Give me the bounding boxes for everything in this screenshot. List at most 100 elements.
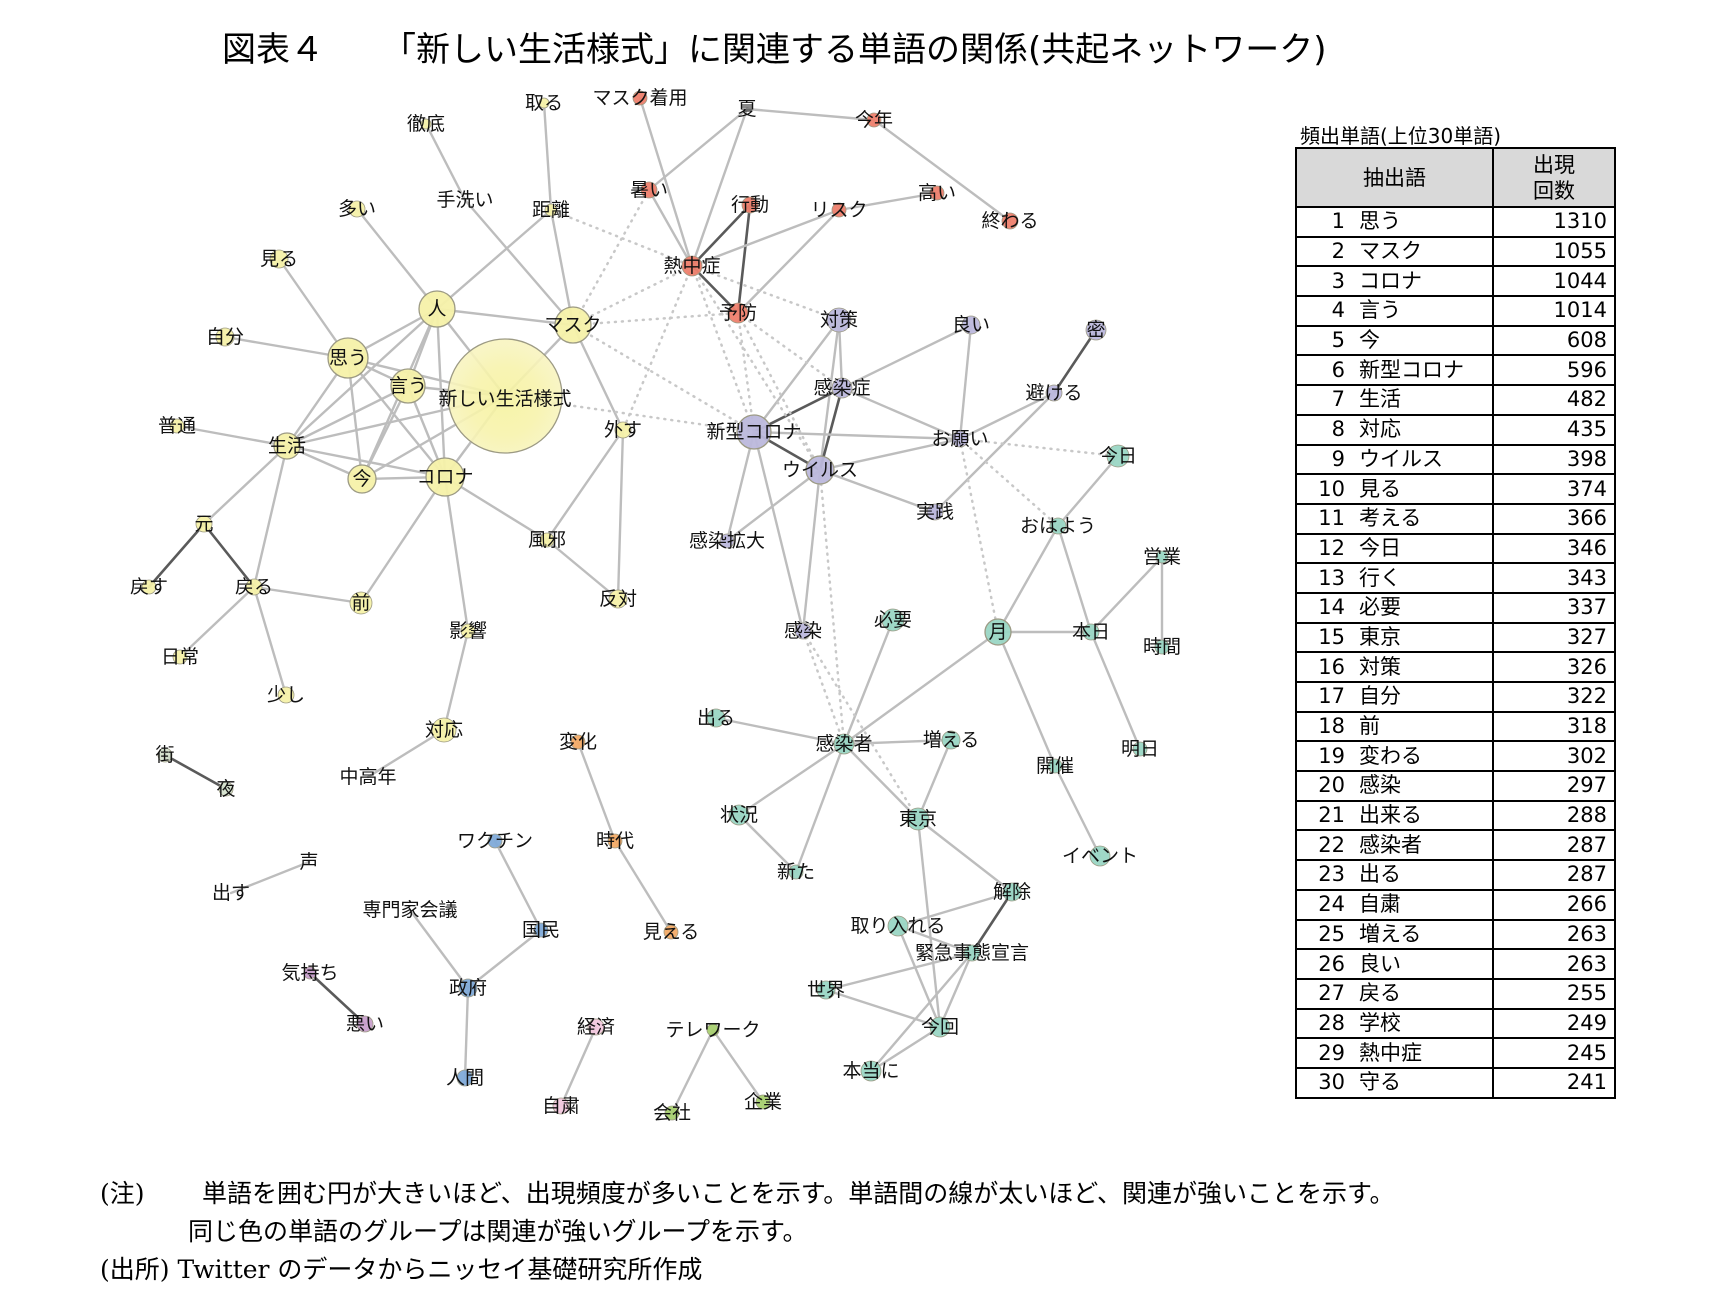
- node-label: イベント: [1062, 845, 1138, 867]
- word-text: 言う: [1359, 298, 1401, 323]
- edge-dark: [690, 203, 752, 268]
- column-header-count-line2: 回数: [1533, 178, 1575, 203]
- edge-solid: [252, 585, 288, 697]
- node-circle: [706, 1023, 720, 1037]
- word-cell: 4 言う: [1295, 296, 1494, 327]
- edge-solid: [714, 716, 846, 746]
- node-label: 取り入れる: [850, 915, 945, 937]
- edge-solid: [736, 208, 841, 315]
- node-label: 新型コロナ: [706, 421, 801, 443]
- rank-number: 5: [1331, 328, 1345, 353]
- table-row: 30 守る 241: [1295, 1067, 1616, 1099]
- rank-number: 27: [1318, 981, 1345, 1006]
- edge-dark: [147, 522, 206, 589]
- count-cell: 318: [1492, 711, 1616, 743]
- node-circle: [1132, 741, 1148, 757]
- rank-number: 26: [1318, 951, 1345, 976]
- edge-solid: [933, 391, 1056, 514]
- rank-number: 1: [1331, 209, 1345, 234]
- word-cell: 20 感染: [1295, 771, 1494, 802]
- edge-solid: [938, 951, 974, 1029]
- network-node: 対応: [425, 717, 463, 743]
- count-cell: 266: [1492, 889, 1616, 921]
- node-label: 少し: [267, 684, 305, 706]
- edge-solid: [670, 1028, 715, 1115]
- edge-solid: [896, 890, 1014, 928]
- word-cell: 10 見る: [1295, 474, 1494, 505]
- network-node: 言う: [389, 368, 427, 404]
- edge-solid: [869, 1025, 942, 1073]
- network-node: 暑い: [630, 179, 668, 201]
- network-node: 解除: [993, 881, 1031, 903]
- table-row: 7 生活 482: [1295, 385, 1616, 416]
- node-circle: [984, 618, 1012, 646]
- source-line: (出所) Twitter のデータからニッセイ基礎研究所作成: [100, 1251, 1395, 1289]
- node-circle: [833, 733, 855, 755]
- node-label: 対応: [425, 719, 463, 741]
- word-text: 学校: [1359, 1010, 1401, 1035]
- edge-solid: [252, 585, 363, 605]
- node-label: 必要: [874, 609, 912, 631]
- node-label: 見える: [643, 921, 699, 943]
- node-circle: [215, 327, 235, 347]
- network-node: 避ける: [1025, 382, 1082, 404]
- edge-solid: [355, 207, 439, 311]
- table-row: 21 出来る 288: [1295, 800, 1616, 832]
- edge-solid: [842, 738, 953, 746]
- edge-solid: [1053, 764, 1102, 858]
- network-node: 本日: [1072, 621, 1110, 643]
- word-text: 守る: [1359, 1070, 1401, 1095]
- count-cell: 287: [1492, 860, 1616, 891]
- edge-dotted: [958, 437, 1060, 528]
- edge-solid: [202, 444, 289, 526]
- edge-solid: [576, 740, 617, 843]
- network-node: リスク: [810, 199, 867, 221]
- edge-dark: [163, 753, 228, 791]
- node-circle: [608, 589, 628, 609]
- network-node: 感染者: [815, 733, 872, 755]
- node-label: おはよう: [1020, 515, 1096, 537]
- edge-solid: [958, 323, 973, 441]
- edge-dark: [308, 971, 367, 1026]
- table-row: 11 考える 366: [1295, 503, 1616, 535]
- word-cell: 7 生活: [1295, 385, 1494, 416]
- node-label: 自粛: [542, 1095, 580, 1117]
- table-row: 25 増える 263: [1295, 919, 1616, 951]
- rank-number: 23: [1318, 862, 1345, 887]
- edge-solid: [794, 742, 846, 874]
- network-node: 変化: [559, 731, 597, 753]
- count-cell: 1055: [1492, 236, 1616, 268]
- node-label: 悪い: [346, 1013, 384, 1035]
- node-label: 実践: [916, 501, 954, 523]
- table-row: 4 言う 1014: [1295, 296, 1616, 327]
- network-node: 手洗い: [436, 189, 493, 211]
- count-cell: 327: [1492, 622, 1616, 654]
- word-text: 考える: [1359, 506, 1422, 531]
- node-circle: [866, 112, 882, 128]
- node-label: 感染症: [813, 377, 870, 399]
- table-row: 3 コロナ 1044: [1295, 266, 1616, 298]
- network-node: 思う: [327, 337, 369, 379]
- node-circle: [1045, 384, 1063, 402]
- node-label: 専門家会議: [362, 899, 457, 921]
- word-text: 東京: [1359, 624, 1401, 649]
- table-row: 17 自分 322: [1295, 682, 1616, 713]
- column-header-count: 出現 回数: [1492, 147, 1616, 208]
- network-node: 世界: [807, 979, 845, 1001]
- rank-number: 17: [1318, 684, 1345, 709]
- count-cell: 337: [1492, 592, 1616, 624]
- note-line-1: (注) 単語を囲む円が大きいほど、出現頻度が多いことを示す。単語間の線が太いほど、…: [100, 1175, 1395, 1213]
- node-circle: [418, 290, 456, 328]
- frequency-table-body: 1 思う 1310 2 マスク 1055 3 コロナ 1044 4 言う 1014 5 今 608 6 新型コロ…: [1295, 207, 1616, 1099]
- node-label: 多い: [338, 198, 376, 220]
- node-circle: [269, 249, 289, 269]
- edge-solid: [559, 1025, 598, 1108]
- node-circle: [218, 781, 234, 797]
- node-label: 思う: [329, 347, 367, 369]
- node-label: 自分: [206, 326, 244, 348]
- node-label: 本当に: [842, 1060, 899, 1082]
- node-label: 言う: [389, 375, 427, 397]
- node-circle: [929, 185, 945, 201]
- edge-solid: [916, 817, 1014, 894]
- node-circle: [1085, 319, 1107, 341]
